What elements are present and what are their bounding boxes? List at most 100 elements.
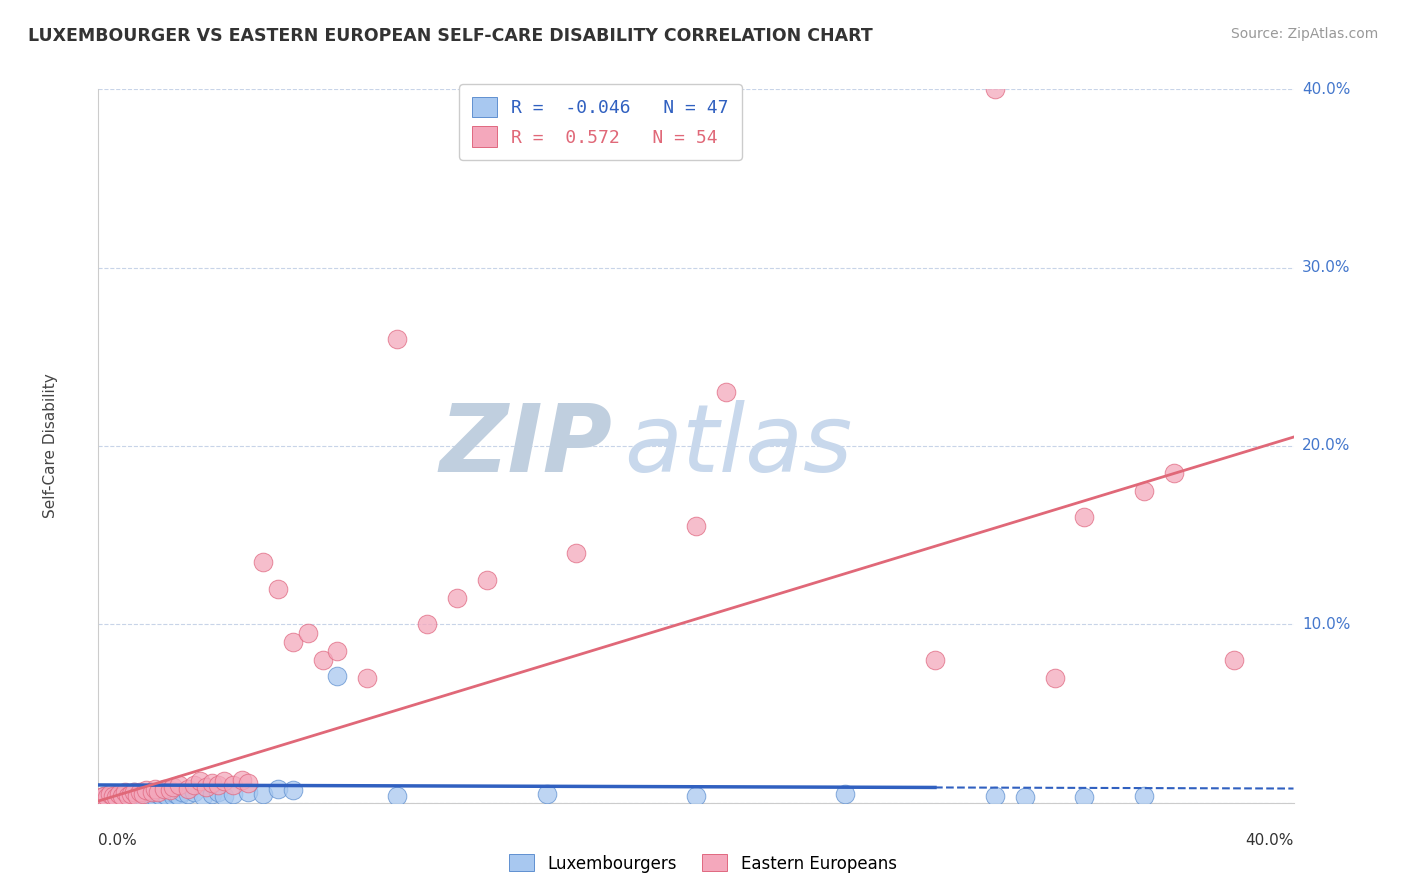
Point [475,573,498,587]
Point [103,790,125,805]
Point [103,789,125,803]
Legend: Luxembourgers, Eastern Europeans: Luxembourgers, Eastern Europeans [503,847,903,880]
Point [212,774,235,789]
Point [231,772,253,787]
Point [252,787,274,801]
Point [132,790,155,805]
Point [148,787,170,801]
Point [281,635,304,649]
Point [177,787,200,801]
Point [207,785,229,799]
Point [93,789,115,803]
Point [159,783,181,797]
Point [111,790,134,805]
Point [127,789,149,803]
Point [183,778,205,792]
Point [356,671,378,685]
Point [311,653,333,667]
Point [120,787,142,801]
Point [141,785,163,799]
Point [212,789,235,803]
Point [108,787,131,801]
Point [96,790,118,805]
Text: 30.0%: 30.0% [1302,260,1350,275]
Point [165,787,187,801]
Point [1073,510,1095,524]
Point [135,783,157,797]
Point [281,783,304,797]
Point [177,781,200,796]
Point [252,555,274,569]
Point [1073,790,1095,805]
Point [162,789,184,803]
Point [416,617,439,632]
Point [297,626,319,640]
Point [172,785,194,799]
Point [685,789,707,803]
Text: Source: ZipAtlas.com: Source: ZipAtlas.com [1230,27,1378,41]
Point [188,774,211,789]
Point [685,519,707,533]
Point [536,787,558,801]
Point [207,778,229,792]
Point [1014,790,1036,805]
Point [93,789,115,803]
Text: ZIP: ZIP [440,400,613,492]
Point [326,669,349,683]
Point [153,781,176,796]
Point [150,789,173,803]
Point [135,787,157,801]
Point [267,781,290,796]
Point [138,789,160,803]
Point [1163,466,1185,480]
Point [191,789,214,803]
Point [141,785,163,799]
Point [90,790,112,805]
Point [385,332,409,346]
Point [167,789,190,803]
Point [124,785,146,799]
Point [117,789,139,803]
Point [96,790,118,805]
Point [156,789,179,803]
Point [385,789,409,803]
Text: 40.0%: 40.0% [1246,833,1294,848]
Point [162,780,184,794]
Point [148,785,170,799]
Point [98,787,122,801]
Text: 40.0%: 40.0% [1302,82,1350,96]
Point [267,582,290,596]
Point [195,780,218,794]
Point [236,776,259,790]
Point [1043,671,1066,685]
Point [120,790,142,805]
Point [834,787,856,801]
Text: 20.0%: 20.0% [1302,439,1350,453]
Point [143,790,166,805]
Point [129,785,152,799]
Point [326,644,349,658]
Point [565,546,588,560]
Text: LUXEMBOURGER VS EASTERN EUROPEAN SELF-CARE DISABILITY CORRELATION CHART: LUXEMBOURGER VS EASTERN EUROPEAN SELF-CA… [28,27,873,45]
Point [111,789,134,803]
Point [114,787,136,801]
Point [127,789,149,803]
Point [108,787,131,801]
Point [159,785,181,799]
Point [98,787,122,801]
Point [143,781,166,796]
Text: Self-Care Disability: Self-Care Disability [44,374,58,518]
Legend: R =  -0.046   N = 47, R =  0.572   N = 54: R = -0.046 N = 47, R = 0.572 N = 54 [460,84,741,160]
Text: atlas: atlas [624,401,852,491]
Point [446,591,468,605]
Point [984,82,1007,96]
Text: 0.0%: 0.0% [98,833,138,848]
Point [117,789,139,803]
Point [924,653,946,667]
Point [201,787,224,801]
Point [1223,653,1246,667]
Point [129,787,152,801]
Point [105,789,128,803]
Point [114,785,136,799]
Point [132,787,155,801]
